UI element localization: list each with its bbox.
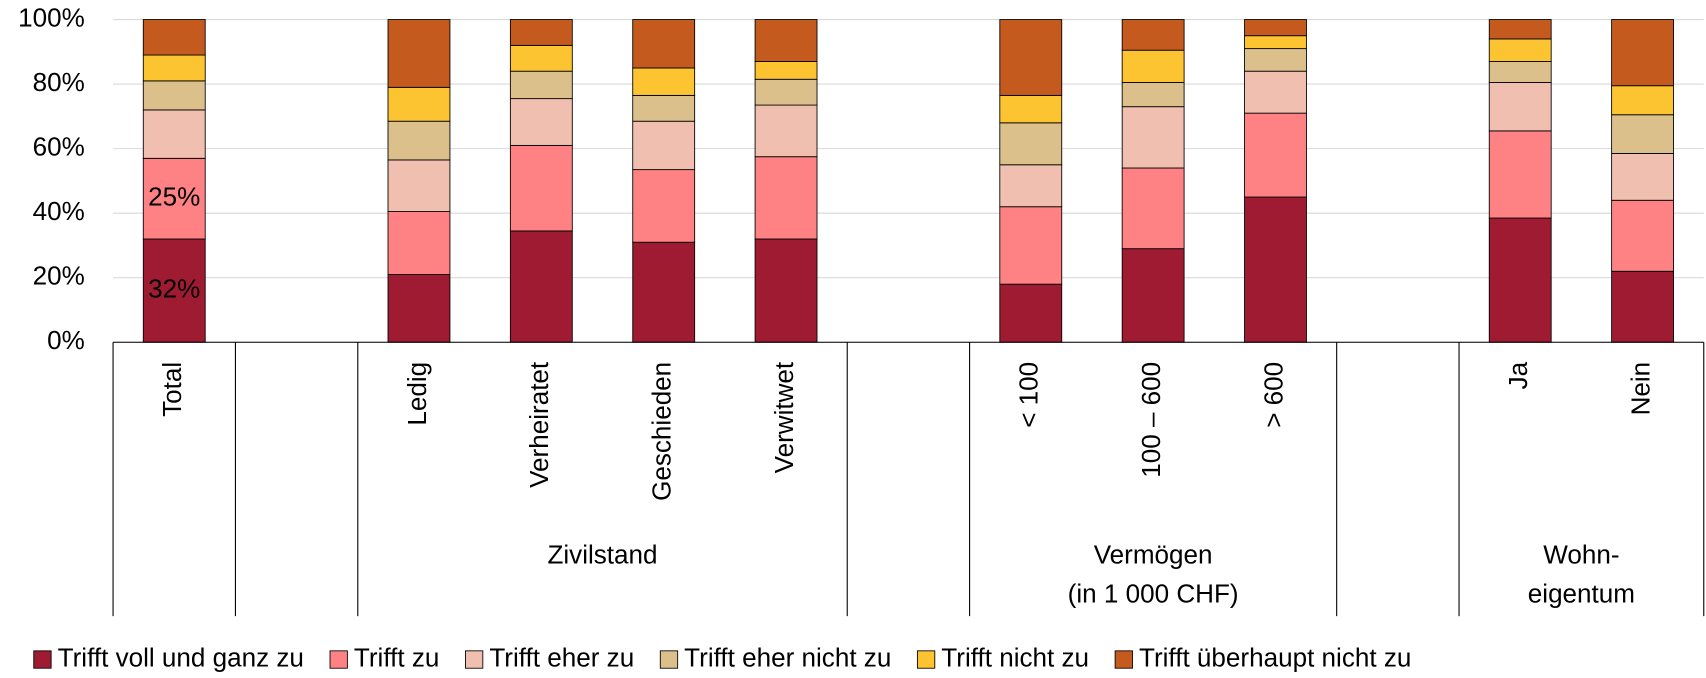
- bar-segment: [142, 19, 206, 56]
- x-tick-label: Nein: [1625, 362, 1655, 416]
- bar-segment: [1244, 196, 1307, 343]
- y-tick-label: 40%: [33, 196, 85, 226]
- bar-segment: [1488, 130, 1552, 219]
- bar-segment: [999, 19, 1063, 96]
- bar-segment: [1611, 270, 1674, 343]
- bar-segment: [1121, 248, 1185, 343]
- bar-segment: [1121, 19, 1185, 51]
- bar-segment: [1488, 61, 1552, 83]
- bar-segment: [387, 211, 451, 275]
- bar-segment: [1244, 70, 1307, 114]
- legend-swatch: [465, 650, 484, 669]
- legend-swatch: [659, 650, 679, 669]
- bar-segment: [1121, 49, 1185, 83]
- bar-segment: [754, 238, 818, 343]
- bar-segment: [999, 122, 1063, 166]
- bar-segment: [142, 54, 206, 82]
- y-tick-label: 0%: [47, 325, 85, 355]
- legend-label: Trifft überhaupt nicht zu: [1139, 642, 1411, 672]
- bar-segment: [142, 80, 206, 111]
- x-tick-label: Ledig: [402, 362, 432, 426]
- bar-segment: [509, 98, 573, 146]
- legend-label: Trifft nicht zu: [941, 642, 1089, 672]
- bar-segment: [999, 164, 1063, 208]
- x-tick-label: Ja: [1503, 361, 1533, 389]
- x-tick-label: > 600: [1258, 362, 1288, 428]
- bar-segment: [632, 120, 696, 171]
- bar-segment: [1244, 35, 1307, 50]
- legend-label: Trifft eher nicht zu: [684, 642, 891, 672]
- y-tick-label: 80%: [33, 67, 85, 97]
- legend-label: Trifft zu: [354, 642, 439, 672]
- bar-segment: [1611, 85, 1674, 116]
- legend-swatch: [1114, 650, 1133, 669]
- bar-segment: [754, 78, 818, 106]
- x-tick-label: < 100: [1014, 362, 1044, 428]
- bar-segment: [509, 70, 573, 100]
- bar-segment: [1244, 48, 1307, 72]
- bar-segment: [1244, 112, 1307, 198]
- legend-swatch: [33, 650, 52, 669]
- bar-segment: [387, 120, 451, 161]
- data-label: 25%: [148, 182, 200, 212]
- y-tick-label: 100%: [18, 2, 85, 32]
- bar-segment: [754, 104, 818, 158]
- group-label: Zivilstand: [547, 539, 657, 569]
- bar-segment: [632, 19, 696, 69]
- group-label: Wohn-eigentum: [1528, 539, 1635, 608]
- bar-segment: [509, 230, 573, 343]
- bar-segment: [632, 94, 696, 122]
- bar-segment: [1488, 217, 1552, 343]
- bar-segment: [999, 206, 1063, 285]
- bar-segment: [387, 86, 451, 122]
- bar-segment: [999, 94, 1063, 124]
- bar-segment: [999, 283, 1063, 343]
- legend-swatch: [329, 650, 348, 669]
- bar-segment: [754, 156, 818, 240]
- y-tick-label: 60%: [33, 132, 85, 162]
- legend-label: Trifft eher zu: [489, 642, 634, 672]
- bar-segment: [1488, 38, 1552, 62]
- bar-segment: [387, 274, 451, 343]
- y-tick-label: 20%: [33, 261, 85, 291]
- bar-segment: [509, 144, 573, 232]
- bar-segment: [387, 159, 451, 212]
- bar-segment: [1611, 153, 1674, 201]
- bar-segment: [142, 109, 206, 159]
- bar-segment: [142, 157, 206, 240]
- bar-segment: [1611, 19, 1674, 87]
- bar-segment: [1611, 114, 1674, 154]
- data-label: 32%: [148, 274, 200, 304]
- bar-segment: [509, 44, 573, 72]
- x-tick-label: 100 – 600: [1136, 362, 1166, 478]
- x-tick-label: Verwitwet: [769, 361, 799, 473]
- bar-segment: [1244, 19, 1307, 37]
- bar-segment: [1488, 82, 1552, 132]
- bar-segment: [632, 67, 696, 96]
- bar-segment: [754, 19, 818, 62]
- bar-segment: [632, 169, 696, 243]
- bar-segment: [632, 241, 696, 343]
- bar-segment: [1121, 167, 1185, 250]
- bar-segment: [1611, 199, 1674, 272]
- x-tick-label: Total: [157, 362, 187, 417]
- legend-label: Trifft voll und ganz zu: [58, 642, 304, 672]
- x-tick-label: Geschieden: [647, 362, 677, 501]
- group-label: Vermögen (in 1 000 CHF): [1068, 539, 1239, 608]
- x-tick-label: Verheiratet: [524, 361, 554, 488]
- legend-swatch: [916, 650, 936, 669]
- bar-segment: [754, 61, 818, 80]
- bar-segment: [1121, 82, 1185, 108]
- bar-segment: [387, 19, 451, 88]
- bar-segment: [509, 19, 573, 46]
- bar-segment: [1488, 19, 1552, 40]
- bar-segment: [1121, 106, 1185, 169]
